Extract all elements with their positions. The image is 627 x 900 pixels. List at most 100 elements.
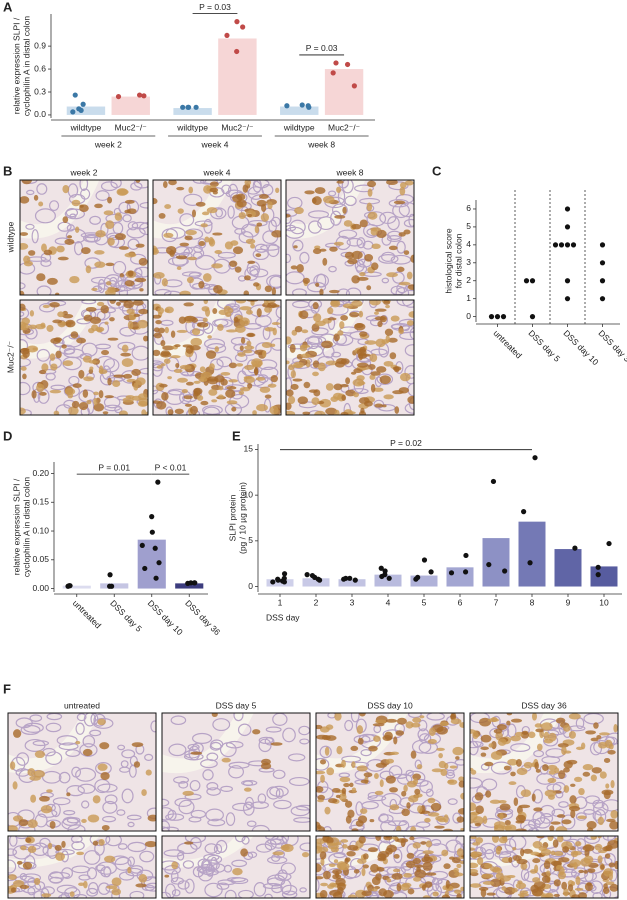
stain (580, 742, 586, 750)
stain (372, 723, 385, 727)
bar (280, 106, 319, 115)
data-point (224, 32, 230, 39)
stain (358, 713, 366, 717)
crypt (557, 868, 577, 878)
x-tick-label: wildtype (70, 122, 102, 132)
stain (328, 798, 338, 804)
y-tick-label: 0.9 (34, 40, 46, 50)
stain (238, 212, 246, 219)
crypt (129, 890, 145, 898)
stain (253, 282, 260, 287)
stain (188, 186, 194, 194)
stain (88, 360, 98, 364)
stain (561, 881, 568, 890)
stain (315, 282, 320, 287)
stain (124, 252, 137, 258)
crypt (592, 799, 605, 809)
stain (570, 809, 576, 819)
crypt (49, 871, 71, 879)
data-point (156, 560, 162, 566)
stain (239, 306, 252, 311)
stain (393, 200, 406, 205)
stain (290, 383, 299, 390)
data-point (139, 542, 145, 549)
stain (319, 759, 327, 765)
stain (99, 742, 110, 750)
stain (552, 839, 559, 848)
data-point (527, 560, 533, 566)
stain (351, 761, 356, 769)
stain (363, 853, 369, 860)
y-tick-label: 5 (466, 221, 471, 231)
stain (317, 794, 325, 801)
data-point (521, 509, 527, 515)
stain (55, 350, 62, 359)
data-point (188, 580, 194, 586)
stain (407, 888, 415, 895)
panel-letter: F (3, 681, 11, 696)
stain (351, 828, 359, 831)
stain (100, 305, 109, 314)
stain (608, 862, 616, 868)
crypt (97, 783, 118, 793)
stain (314, 410, 326, 415)
column-label: DSS day 5 (216, 700, 257, 710)
stain (190, 751, 203, 755)
crypt (20, 724, 41, 735)
image-border (469, 835, 619, 899)
stain (164, 326, 169, 334)
stain (118, 246, 129, 250)
crypt (408, 713, 422, 719)
bracket-label: P = 0.03 (306, 43, 338, 53)
crypt (206, 787, 221, 796)
stain (272, 851, 284, 856)
stain (333, 241, 344, 246)
crypt (445, 772, 456, 779)
crypt (509, 836, 527, 850)
stain (353, 368, 363, 374)
stain (532, 858, 541, 864)
crypt (122, 214, 132, 223)
stain (144, 840, 156, 848)
histology-image (316, 713, 464, 831)
stain (33, 877, 41, 886)
stain (345, 815, 352, 824)
histology-image (470, 836, 618, 898)
crypt (480, 842, 497, 855)
stain (69, 275, 80, 284)
stain (359, 219, 368, 228)
stain (177, 377, 188, 383)
crypt (58, 742, 79, 751)
stain (61, 344, 67, 349)
crypt (73, 894, 88, 898)
stain (323, 870, 331, 880)
stain (292, 378, 303, 382)
stain (351, 250, 363, 260)
stain (47, 842, 53, 850)
stain (18, 819, 29, 827)
crypt (19, 873, 27, 881)
crypt (299, 887, 307, 893)
stain (111, 888, 121, 896)
crypt (388, 765, 403, 779)
stain (42, 304, 50, 309)
stain (155, 319, 162, 325)
data-point (379, 573, 385, 580)
crypt (81, 800, 90, 809)
stain (408, 795, 419, 803)
crypt (271, 883, 283, 894)
stain (174, 344, 181, 348)
crypt (144, 753, 154, 761)
stain (319, 288, 324, 295)
stain (490, 751, 503, 760)
crypt (71, 766, 82, 778)
stain (364, 254, 374, 262)
stain (371, 262, 379, 271)
crypt (258, 738, 272, 753)
stain (302, 411, 311, 415)
stain (600, 864, 605, 870)
stain (558, 770, 566, 779)
stain (244, 345, 255, 350)
stain (156, 365, 163, 369)
